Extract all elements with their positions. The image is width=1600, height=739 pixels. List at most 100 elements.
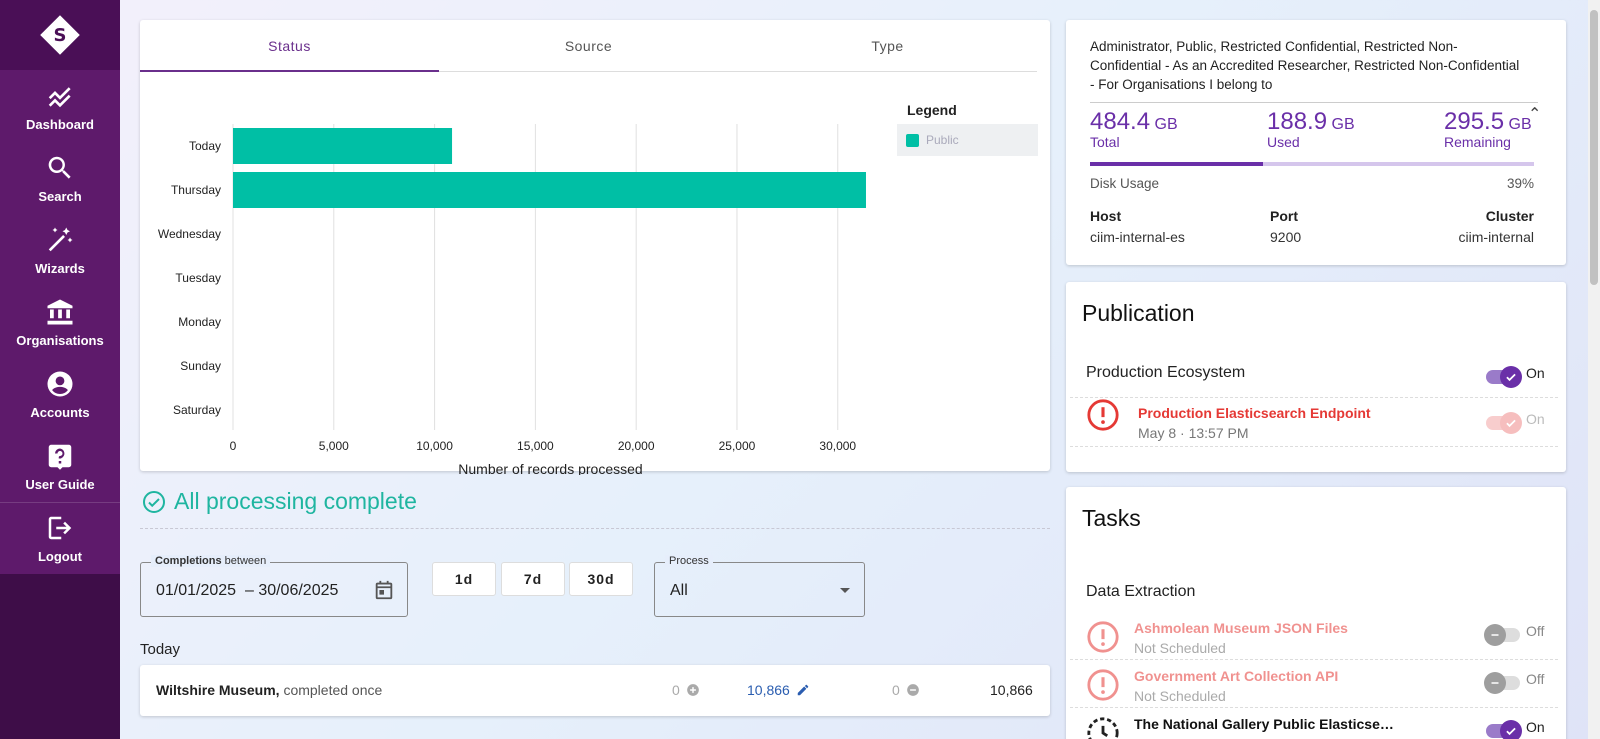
task-toggle[interactable] (1486, 720, 1522, 739)
publication-card: Publication Production Ecosystem On Prod… (1066, 282, 1566, 472)
y-tick-label: Thursday (171, 183, 221, 197)
disk-used-unit: GB (1331, 116, 1355, 133)
row-updated: 10,866 (747, 682, 810, 698)
process-label: Process (665, 555, 713, 567)
cluster-value: ciim-internal (1458, 229, 1534, 245)
divider (1070, 659, 1558, 660)
ecosystem-state: On (1526, 365, 1545, 381)
task-toggle[interactable] (1484, 672, 1520, 694)
y-tick-label: Today (189, 139, 221, 153)
sidebar-nav: Dashboard Search Wizards Organisations A… (0, 70, 120, 574)
completions-date-range[interactable]: Completions between 01/01/2025 – 30/06/2… (140, 555, 408, 617)
sidebar-item-label: Wizards (35, 260, 85, 276)
disk-used-value: 188.9 (1267, 108, 1328, 135)
disk-total-unit: GB (1154, 116, 1178, 133)
row-removed-value: 0 (892, 682, 900, 698)
x-tick-label: 25,000 (719, 439, 756, 453)
legend-item-public[interactable]: Public (897, 124, 1038, 156)
tab-type[interactable]: Type (871, 37, 904, 54)
process-value: All (670, 582, 688, 599)
check-icon (1500, 720, 1522, 739)
sidebar-item-label: Accounts (30, 404, 90, 420)
sidebar-item-search[interactable]: Search (0, 142, 120, 214)
logo-icon: S (40, 15, 80, 55)
disk-usage-bar (1090, 162, 1534, 166)
processing-title: All processing complete (174, 488, 417, 514)
endpoint-name[interactable]: Production Elasticsearch Endpoint (1138, 405, 1371, 421)
task-status: Not Scheduled (1134, 688, 1226, 704)
task-section-label: Data Extraction (1086, 583, 1196, 600)
x-tick-label: 10,000 (416, 439, 453, 453)
date-field-label-bold: Completions (155, 555, 222, 567)
row-removed: 0 (892, 682, 920, 698)
port-label: Port (1270, 208, 1298, 224)
scrollbar[interactable] (1588, 0, 1600, 739)
divider (1090, 102, 1538, 103)
range-7d-button[interactable]: 7d (501, 562, 565, 596)
disk-remaining-value: 295.5 (1444, 108, 1505, 135)
tasks-card: Tasks Data Extraction Ashmolean Museum J… (1066, 487, 1566, 739)
sidebar-item-label: Dashboard (26, 116, 94, 132)
range-30d-button[interactable]: 30d (569, 562, 633, 596)
disk-total: 484.4 GB Total (1090, 108, 1178, 150)
sidebar-item-dashboard[interactable]: Dashboard (0, 70, 120, 142)
task-toggle[interactable] (1484, 624, 1520, 646)
calendar-icon[interactable] (373, 579, 395, 601)
sidebar-item-user-guide[interactable]: User Guide (0, 430, 120, 502)
minus-icon (1484, 672, 1506, 694)
endpoint-time: May 8 · 13:57 PM (1138, 425, 1249, 441)
plus-circle-icon (686, 684, 699, 696)
task-name[interactable]: The National Gallery Public Elasticse… (1134, 716, 1394, 732)
chevron-up-icon[interactable]: ⌃ (1528, 106, 1542, 123)
disk-used-label: Used (1267, 134, 1300, 150)
port-info: Port 9200 (1270, 208, 1301, 245)
check-icon (1500, 412, 1522, 434)
publication-title: Publication (1082, 300, 1195, 326)
y-tick-label: Sunday (180, 359, 221, 373)
legend-label: Public (926, 133, 959, 147)
disk-remaining-unit: GB (1508, 116, 1532, 133)
task-name[interactable]: Ashmolean Museum JSON Files (1134, 620, 1348, 636)
check-icon (1500, 366, 1522, 388)
disk-usage-percent: 39% (1506, 176, 1534, 191)
tab-source[interactable]: Source (564, 37, 613, 54)
logo[interactable]: S (0, 0, 120, 70)
disk-remaining: 295.5 GB Remaining (1444, 108, 1532, 150)
sidebar-item-label: Search (38, 188, 82, 204)
range-1d-button[interactable]: 1d (432, 562, 496, 596)
endpoint-toggle[interactable] (1486, 412, 1522, 434)
endpoint-state: On (1526, 411, 1545, 427)
y-tick-label: Monday (178, 315, 221, 329)
help-box-icon (48, 444, 72, 470)
task-name[interactable]: Government Art Collection API (1134, 668, 1339, 684)
alert-circle-icon (1087, 399, 1119, 431)
legend-title: Legend (907, 102, 957, 118)
divider (140, 528, 1050, 529)
tab-status[interactable]: Status (140, 20, 439, 72)
disk-usage-label: Disk Usage (1090, 176, 1160, 191)
date-field-label: Completions between (151, 555, 271, 567)
process-select[interactable]: Process All (654, 555, 865, 617)
pencil-icon (797, 684, 809, 696)
minus-circle-icon (906, 684, 919, 696)
disk-usage-fill (1090, 162, 1264, 166)
ecosystem-toggle[interactable] (1486, 366, 1522, 388)
x-tick-label: 5,000 (319, 439, 349, 453)
chart-line-icon (48, 86, 71, 107)
y-tick-label: Wednesday (158, 227, 221, 241)
sidebar-item-wizards[interactable]: Wizards (0, 214, 120, 286)
host-label: Host (1090, 208, 1122, 224)
scrollbar-thumb[interactable] (1590, 10, 1598, 285)
user-roles: Administrator, Public, Restricted Confid… (1090, 39, 1520, 92)
completion-row[interactable]: Wiltshire Museum, completed once 0 10,86… (140, 665, 1050, 716)
y-tick-label: Saturday (173, 403, 221, 417)
chart-card: Status Source Type 0 5,000 10,000 15,000 20,… (140, 20, 1050, 475)
task-status: Not Scheduled (1134, 640, 1226, 656)
logout-button[interactable]: Logout (0, 502, 120, 574)
sidebar-item-accounts[interactable]: Accounts (0, 358, 120, 430)
clock-icon (1087, 717, 1119, 739)
divider (1070, 446, 1558, 447)
sidebar-item-organisations[interactable]: Organisations (0, 286, 120, 358)
sidebar: S Dashboard Search Wizards Organisations… (0, 0, 120, 739)
row-org: Wiltshire Museum, (156, 682, 280, 698)
